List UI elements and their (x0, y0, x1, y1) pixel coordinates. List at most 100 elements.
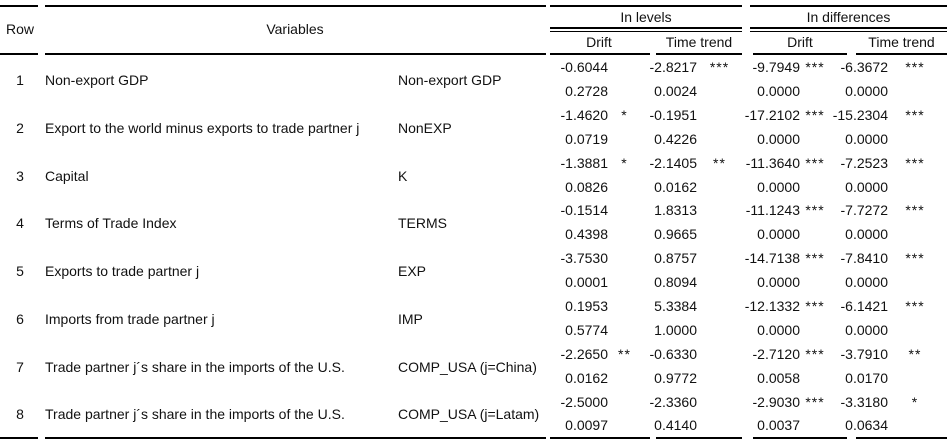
significance-stars: *** (805, 393, 825, 410)
statistic: -2.1405 (649, 154, 697, 171)
differences-trend-stars: *** (888, 152, 942, 200)
significance-stars: * (621, 106, 628, 123)
statistic: -9.7949 (752, 59, 800, 75)
differences-double-rule-top (750, 27, 947, 29)
statistic: -2.7120 (752, 345, 800, 362)
row-number: 5 (16, 263, 24, 280)
table-row: 1 Non-export GDP Non-export GDP -0.6044 … (0, 56, 949, 104)
significance-stars: ** (618, 345, 631, 362)
differences-trend-cell: -3.3180 0.0634 (830, 391, 888, 439)
statistic: -14.7138 (744, 250, 800, 267)
statistic: 0.8757 (654, 250, 697, 267)
statistic: -0.6330 (649, 345, 697, 362)
differences-drift-stars: *** (800, 56, 830, 104)
p-value: 0.0001 (565, 274, 608, 291)
top-border-differences-segment (750, 5, 947, 7)
levels-group-header: In levels (620, 8, 672, 25)
statistic: 1.8313 (654, 202, 697, 219)
statistic: -7.7272 (840, 202, 888, 219)
levels-trend-stars: ** (697, 152, 742, 200)
differences-trend-stars: *** (888, 247, 942, 295)
levels-trend-stars: *** (697, 56, 742, 104)
significance-stars: *** (905, 59, 925, 75)
levels-drift-stars (608, 295, 641, 343)
header-bottom-variables-segment (45, 53, 546, 55)
table-row: 3 Capital K -1.3881 0.0826 * -2.1405 0.0… (0, 152, 949, 200)
variable-code: COMP_USA (j=China) (398, 358, 537, 375)
statistic: -12.1332 (744, 297, 800, 314)
table-rows: 1 Non-export GDP Non-export GDP -0.6044 … (0, 56, 949, 438)
significance-stars: *** (805, 202, 825, 219)
statistic: -11.3640 (745, 154, 800, 171)
p-value: 0.5774 (565, 321, 608, 338)
differences-trend-stars: ** (888, 343, 942, 391)
differences-drift-stars: *** (800, 199, 830, 247)
differences-drift-header: Drift (787, 34, 813, 50)
statistic: -7.2523 (840, 154, 888, 171)
row-number: 7 (16, 358, 24, 375)
differences-drift-stars: *** (800, 152, 830, 200)
levels-drift-cell: -1.3881 0.0826 (543, 152, 608, 200)
variable-code: EXP (398, 263, 427, 280)
p-value: 0.0000 (757, 130, 800, 147)
levels-drift-stars (608, 56, 641, 104)
significance-stars: *** (905, 106, 925, 123)
significance-stars: *** (805, 297, 825, 314)
variable-description: Trade partner j´s share in the imports o… (45, 358, 345, 375)
levels-drift-cell: -0.1514 0.4398 (543, 199, 608, 247)
differences-drift-stars: *** (800, 343, 830, 391)
p-value: 0.0000 (757, 82, 800, 99)
levels-trend-stars (697, 199, 742, 247)
differences-drift-stars: *** (800, 104, 830, 152)
significance-stars: *** (709, 59, 730, 75)
variable-code: Non-export GDP (398, 71, 502, 88)
differences-drift-cell: -9.7949 0.0000 (742, 56, 800, 104)
p-value: 0.2728 (565, 82, 608, 99)
statistic: -2.5000 (560, 393, 608, 410)
significance-stars: *** (905, 250, 925, 267)
statistic: -2.3360 (649, 393, 697, 410)
differences-trend-header: Time trend (868, 34, 935, 50)
statistic: -2.8217 (649, 59, 697, 75)
levels-trend-stars (697, 391, 742, 439)
p-value: 0.9665 (654, 226, 697, 243)
header-bottom-levels-trend-segment (656, 53, 742, 55)
differences-trend-cell: -3.7910 0.0170 (830, 343, 888, 391)
variable-code: K (398, 167, 408, 184)
significance-stars: *** (805, 154, 825, 171)
differences-group-header: In differences (806, 8, 891, 25)
p-value: 0.8094 (654, 274, 697, 291)
statistic: -1.4620 (560, 106, 608, 123)
p-value: 0.0000 (845, 226, 888, 243)
levels-drift-stars (608, 199, 641, 247)
differences-drift-cell: -2.7120 0.0058 (742, 343, 800, 391)
levels-trend-cell: -0.6330 0.9772 (641, 343, 697, 391)
p-value: 0.0000 (757, 226, 800, 243)
levels-drift-stars: * (608, 104, 641, 152)
variable-description: Export to the world minus exports to tra… (45, 119, 360, 136)
levels-double-rule-bottom (550, 30, 742, 32)
statistic: 0.1953 (565, 297, 608, 314)
levels-drift-cell: -3.7530 0.0001 (543, 247, 608, 295)
levels-trend-cell: -2.3360 0.4140 (641, 391, 697, 439)
variable-code: IMP (398, 310, 423, 327)
header-bottom-levels-drift-segment (550, 53, 650, 55)
p-value: 0.0000 (757, 274, 800, 291)
differences-trend-cell: -15.2304 0.0000 (830, 104, 888, 152)
variable-code: NonEXP (398, 119, 452, 136)
p-value: 0.0037 (757, 417, 800, 434)
significance-stars: *** (805, 345, 825, 362)
row-number: 3 (16, 167, 24, 184)
differences-trend-stars: *** (888, 295, 942, 343)
bottom-border-levels-drift-segment (550, 437, 650, 439)
statistic: -15.2304 (832, 106, 888, 123)
significance-stars: * (621, 154, 628, 171)
p-value: 0.4398 (565, 226, 608, 243)
levels-drift-cell: -2.5000 0.0097 (543, 391, 608, 439)
levels-trend-stars (697, 247, 742, 295)
differences-trend-cell: -7.7272 0.0000 (830, 199, 888, 247)
levels-trend-stars (697, 104, 742, 152)
differences-trend-stars: * (888, 391, 942, 439)
p-value: 0.0826 (565, 178, 608, 195)
